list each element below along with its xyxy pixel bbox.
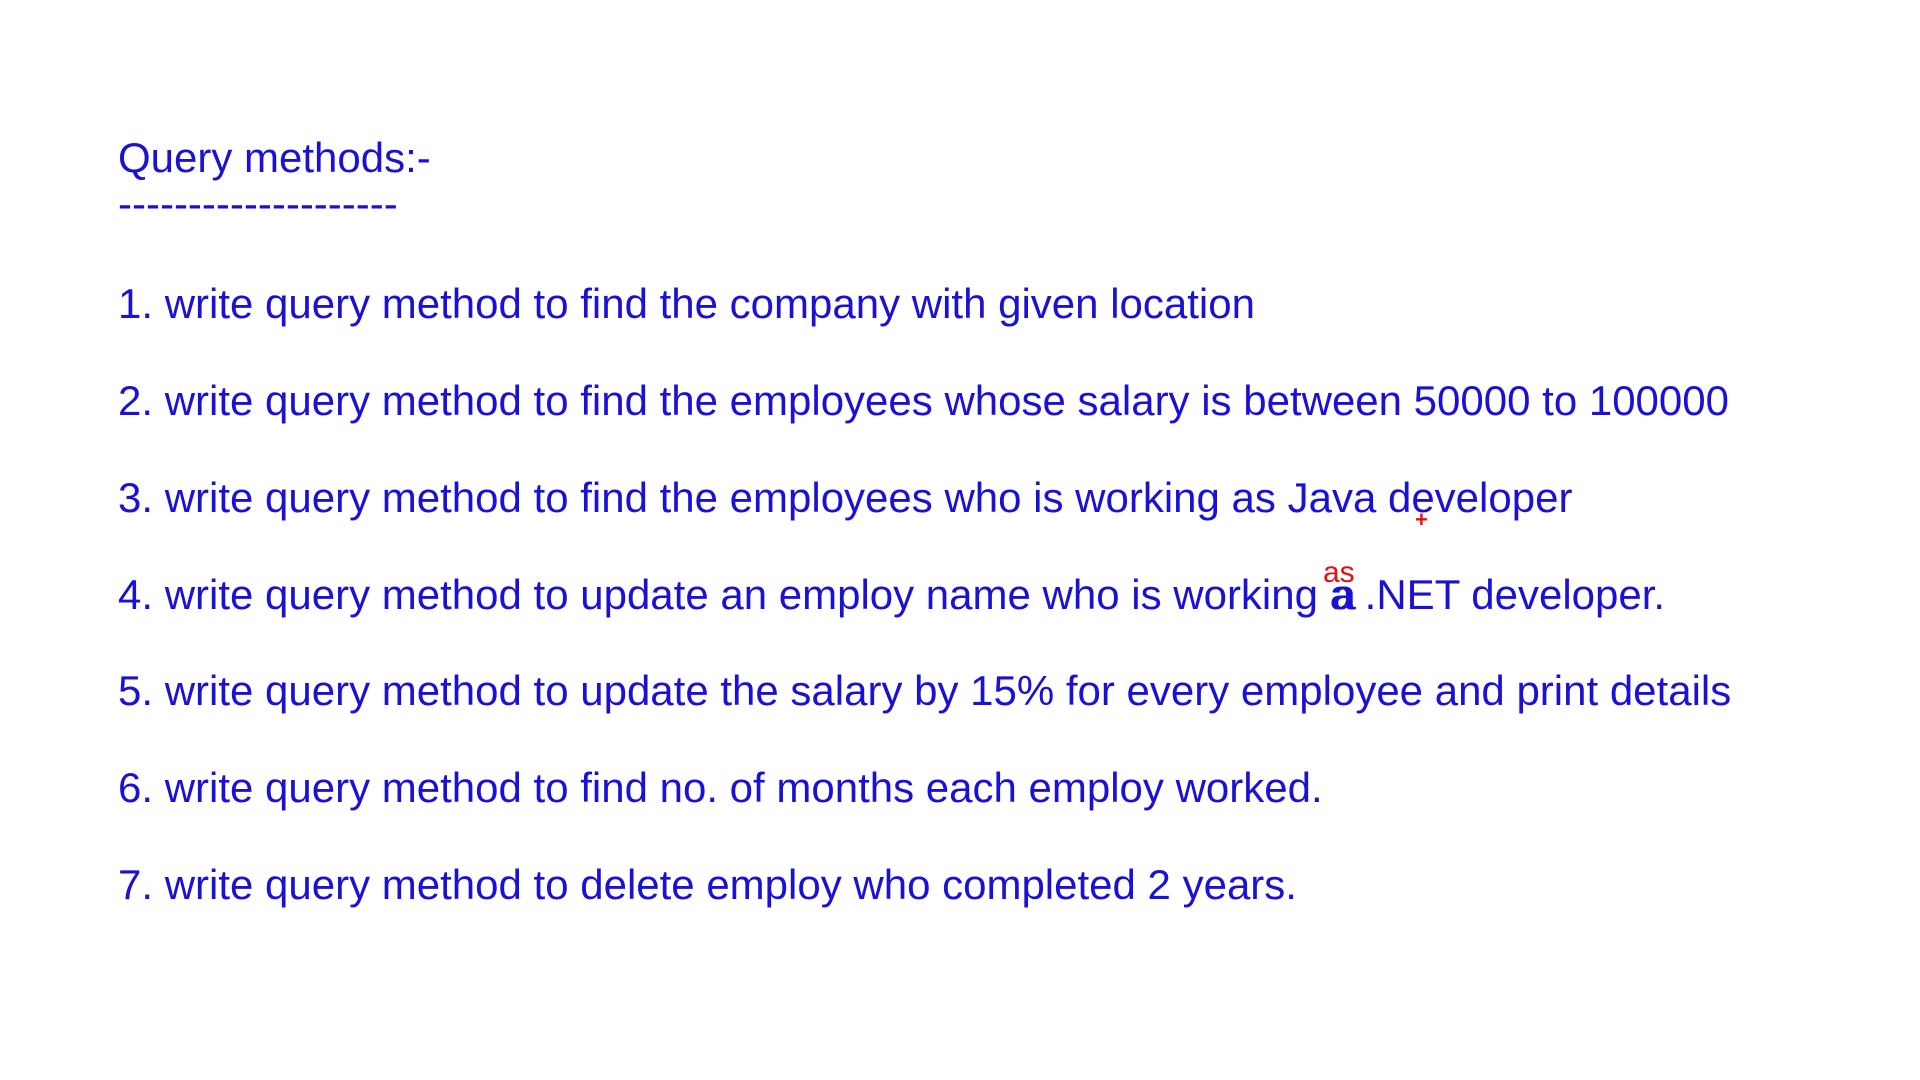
inserted-word-annotation: as [1323, 556, 1355, 589]
list-item: 7. write query method to delete employ w… [118, 861, 1297, 908]
list-item: 3. write query method to find the employ… [118, 474, 1573, 521]
list-item: 1. write query method to find the compan… [118, 280, 1255, 327]
title-underline: -------------------- [118, 180, 398, 227]
list-item-text-tail: .NET developer. [1353, 571, 1666, 618]
overstrike-glyph: a [1329, 571, 1354, 618]
insertion-mark: + [1415, 507, 1428, 532]
page-title: Query methods:- [118, 134, 431, 181]
list-item: 6. write query method to find no. of mon… [118, 764, 1323, 811]
list-item-text: 4. write query method to update an emplo… [118, 571, 1330, 618]
list-item: 5. write query method to update the sala… [118, 667, 1732, 714]
overstrike-glyph-shadow: a [1332, 571, 1357, 618]
list-item: 2. write query method to find the employ… [118, 377, 1729, 424]
list-item: 4. write query method to update an emplo… [118, 571, 1665, 619]
